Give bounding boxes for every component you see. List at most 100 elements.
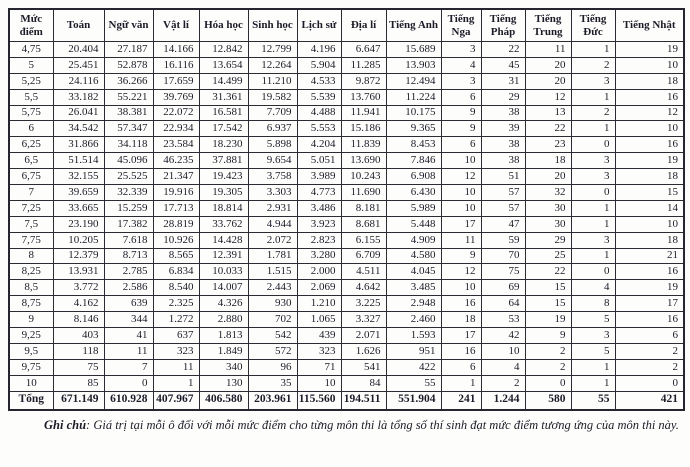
count-cell: 2.823: [296, 231, 342, 249]
count-cell: 29: [480, 88, 526, 106]
count-cell: 14.166: [152, 41, 200, 58]
count-cell: 671.149: [52, 390, 105, 411]
count-cell: 5.448: [385, 215, 442, 233]
count-cell: 6: [440, 88, 482, 106]
count-cell: 34.542: [52, 120, 105, 138]
count-cell: 1.210: [296, 295, 342, 313]
column-header-4: Hóa học: [198, 8, 249, 42]
count-cell: 12: [524, 88, 572, 106]
count-cell: 8.681: [340, 215, 387, 233]
table-row: 7,25 33.665 15.259 17.713 18.814 2.931 3.486 8.…: [8, 199, 685, 217]
count-cell: 439: [296, 327, 342, 344]
count-cell: 15: [614, 184, 685, 201]
count-cell: 14.499: [198, 72, 249, 90]
count-cell: 130: [198, 374, 249, 392]
count-cell: 16: [614, 263, 685, 281]
count-cell: 8.540: [152, 279, 200, 297]
count-cell: 21: [614, 247, 685, 265]
score-level-cell: 6,5: [8, 152, 54, 170]
table-row: 6,75 32.155 25.525 21.347 19.423 3.758 3.989 10…: [8, 168, 685, 186]
count-cell: 3.923: [296, 215, 342, 233]
count-cell: 12.494: [385, 72, 442, 90]
count-cell: 11: [524, 41, 572, 58]
count-cell: 4.511: [340, 263, 387, 281]
count-cell: 38: [480, 152, 526, 170]
count-cell: 70: [480, 247, 526, 265]
score-level-cell: 7,5: [8, 215, 54, 233]
table-header-row: Mức điểm Toán Ngữ văn Vật lí Hóa học Sinh học…: [8, 8, 685, 42]
count-cell: 23: [524, 136, 572, 154]
table-row: 7,5 23.190 17.382 28.819 33.762 4.944 3.923 8.6…: [8, 215, 685, 233]
count-cell: 1.065: [296, 311, 342, 329]
column-header-5: Sinh học: [247, 8, 298, 42]
count-cell: 57: [480, 184, 526, 201]
count-cell: 6.647: [340, 41, 387, 58]
count-cell: 3: [440, 72, 482, 90]
count-cell: 4: [440, 56, 482, 74]
count-cell: 7: [103, 358, 154, 376]
count-cell: 6.155: [340, 231, 387, 249]
count-cell: 4.326: [198, 295, 249, 313]
count-cell: 33.762: [198, 215, 249, 233]
count-cell: 16: [614, 88, 685, 106]
count-cell: 11: [440, 231, 482, 249]
score-level-cell: 5,75: [8, 104, 54, 122]
count-cell: 4.162: [52, 295, 105, 313]
column-header-8: Tiếng Anh: [385, 8, 442, 42]
count-cell: 16: [440, 295, 482, 313]
count-cell: 323: [152, 342, 200, 360]
count-cell: 19: [614, 41, 685, 58]
score-level-cell: 4,75: [8, 41, 54, 58]
count-cell: 10.033: [198, 263, 249, 281]
count-cell: 9.365: [385, 120, 442, 138]
score-level-cell: 9: [8, 311, 54, 329]
count-cell: 35: [247, 374, 298, 392]
count-cell: 32.339: [103, 184, 154, 201]
count-cell: 52.878: [103, 56, 154, 74]
count-cell: 0: [103, 374, 154, 392]
count-cell: 33.665: [52, 199, 105, 217]
count-cell: 22.072: [152, 104, 200, 122]
count-cell: 8.565: [152, 247, 200, 265]
count-cell: 57: [480, 199, 526, 217]
count-cell: 20.404: [52, 41, 105, 58]
count-cell: 0: [570, 263, 616, 281]
count-cell: 19.305: [198, 184, 249, 201]
table-row: 9,25 403 41 637 1.813 542 439 2.071 1.593 17 42 9 3 6: [8, 327, 685, 344]
count-cell: 5.898: [247, 136, 298, 154]
score-level-cell: 9,5: [8, 342, 54, 360]
table-row: 10 85 0 1 130 35 10 84 55 1 2 0 1 0: [8, 374, 685, 392]
score-level-cell: 5,25: [8, 72, 54, 90]
count-cell: 4: [480, 358, 526, 376]
count-cell: 6.709: [340, 247, 387, 265]
count-cell: 71: [296, 358, 342, 376]
count-cell: 8.181: [340, 199, 387, 217]
count-cell: 15: [524, 279, 572, 297]
count-cell: 12: [614, 104, 685, 122]
count-cell: 1.244: [480, 390, 526, 411]
count-cell: 25.525: [103, 168, 154, 186]
count-cell: 17: [614, 295, 685, 313]
count-cell: 84: [340, 374, 387, 392]
score-level-cell: 8,5: [8, 279, 54, 297]
count-cell: 3.772: [52, 279, 105, 297]
column-header-13: Tiếng Nhật: [614, 8, 685, 42]
count-cell: 2.948: [385, 295, 442, 313]
count-cell: 3: [440, 41, 482, 58]
count-cell: 12.379: [52, 247, 105, 265]
count-cell: 344: [103, 311, 154, 329]
count-cell: 10.926: [152, 231, 200, 249]
count-cell: 75: [480, 263, 526, 281]
count-cell: 20: [524, 72, 572, 90]
score-level-cell: 5,5: [8, 88, 54, 106]
count-cell: 34.118: [103, 136, 154, 154]
count-cell: 580: [524, 390, 572, 411]
count-cell: 7.618: [103, 231, 154, 249]
table-row: 7 39.659 32.339 19.916 19.305 3.303 4.773 11.69…: [8, 184, 685, 201]
count-cell: 53: [480, 311, 526, 329]
count-cell: 10: [480, 342, 526, 360]
count-cell: 1: [570, 215, 616, 233]
count-cell: 10: [440, 184, 482, 201]
count-cell: 22.934: [152, 120, 200, 138]
count-cell: 3.485: [385, 279, 442, 297]
